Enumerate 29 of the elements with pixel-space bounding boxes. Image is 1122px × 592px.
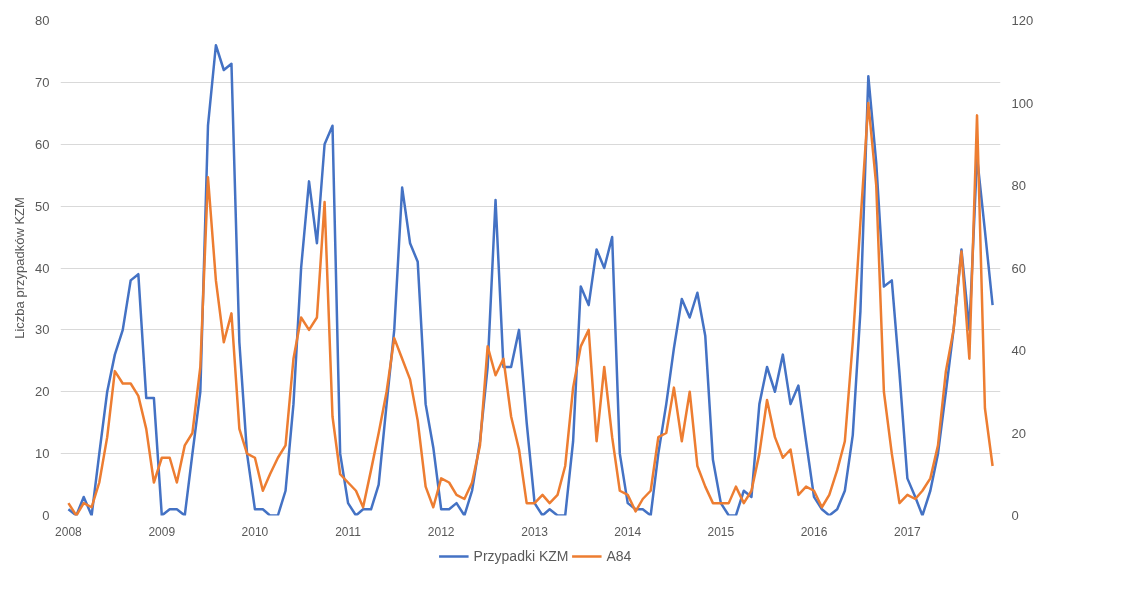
legend-label: A84 bbox=[606, 548, 632, 564]
x-tick-label: 2009 bbox=[148, 524, 176, 539]
x-tick-label: 2015 bbox=[707, 524, 735, 539]
y-tick-label: 80 bbox=[35, 13, 50, 28]
x-tick-label: 2011 bbox=[335, 524, 362, 539]
x-tick-label: 2013 bbox=[521, 524, 549, 539]
y2-tick-label: 0 bbox=[1011, 508, 1019, 523]
x-tick-label: 2010 bbox=[241, 524, 269, 539]
x-tick-label: 2017 bbox=[894, 524, 922, 539]
y2-tick-label: 120 bbox=[1011, 13, 1034, 28]
x-tick-label: 2016 bbox=[800, 524, 828, 539]
y-tick-label: 10 bbox=[35, 446, 50, 462]
legend-label: Przypadki KZM bbox=[473, 548, 569, 564]
y-tick-label: 60 bbox=[35, 136, 50, 152]
x-tick-label: 2012 bbox=[427, 524, 455, 539]
y-axis-title: Liczba przypadków KZM bbox=[12, 197, 28, 339]
y2-tick-label: 100 bbox=[1011, 95, 1034, 111]
x-tick-label: 2014 bbox=[614, 524, 642, 539]
y-tick-label: 40 bbox=[35, 260, 50, 276]
y2-tick-label: 80 bbox=[1011, 178, 1026, 193]
y-tick-label: 20 bbox=[35, 384, 50, 400]
x-tick-label: 2008 bbox=[55, 524, 83, 539]
y-tick-label: 0 bbox=[42, 508, 50, 523]
y-tick-label: 70 bbox=[35, 74, 50, 90]
y-tick-label: 50 bbox=[35, 198, 50, 214]
y-tick-label: 30 bbox=[35, 322, 50, 338]
y2-tick-label: 60 bbox=[1011, 260, 1026, 276]
y2-tick-label: 20 bbox=[1011, 425, 1026, 441]
y2-tick-label: 40 bbox=[1011, 343, 1026, 358]
